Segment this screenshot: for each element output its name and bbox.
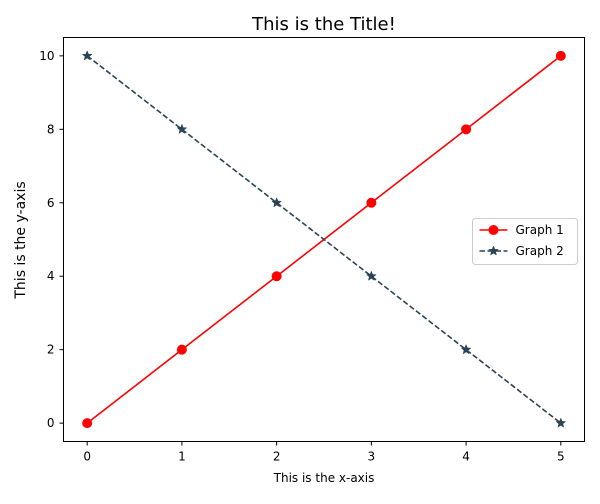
x-tick-label: 4 <box>462 450 470 464</box>
data-point <box>176 344 187 355</box>
y-tick-label: 4 <box>47 269 55 283</box>
y-tick-label: 2 <box>47 343 55 357</box>
x-tick-label: 5 <box>557 450 565 464</box>
data-point <box>555 50 566 61</box>
chart-title: This is the Title! <box>251 14 396 35</box>
data-point <box>271 197 283 208</box>
y-tick-label: 0 <box>47 416 55 430</box>
series-2 <box>81 50 567 428</box>
data-point <box>365 270 377 281</box>
x-tick-label: 2 <box>273 450 281 464</box>
y-axis-ticks: 0 2 4 6 8 10 <box>39 49 64 430</box>
data-point <box>366 197 377 208</box>
legend-item: Graph 1 <box>479 223 564 237</box>
x-tick-label: 1 <box>178 450 186 464</box>
data-point <box>176 123 188 134</box>
legend: Graph 1 Graph 2 <box>472 218 578 265</box>
y-tick-label: 6 <box>47 196 55 210</box>
legend-label: Graph 2 <box>516 244 564 258</box>
data-point <box>461 124 472 135</box>
data-point <box>81 50 93 61</box>
data-point <box>271 271 282 282</box>
data-point <box>460 344 472 355</box>
y-tick-label: 10 <box>39 49 54 63</box>
x-tick-label: 0 <box>83 450 91 464</box>
series-layer <box>81 50 567 429</box>
series-line <box>86 55 562 424</box>
data-point <box>555 417 567 428</box>
legend-marker <box>488 245 499 256</box>
x-axis-label: This is the x-axis <box>273 471 375 485</box>
y-tick-label: 8 <box>47 122 55 136</box>
y-axis-label: This is the y-axis <box>13 181 29 299</box>
data-point <box>82 418 93 429</box>
legend-label: Graph 1 <box>516 223 564 237</box>
x-axis-ticks: 0 1 2 3 4 5 <box>83 441 565 464</box>
plot-area-frame <box>63 37 585 442</box>
legend-marker <box>488 225 499 235</box>
legend-item: Graph 2 <box>479 244 564 258</box>
x-tick-label: 3 <box>368 450 376 464</box>
